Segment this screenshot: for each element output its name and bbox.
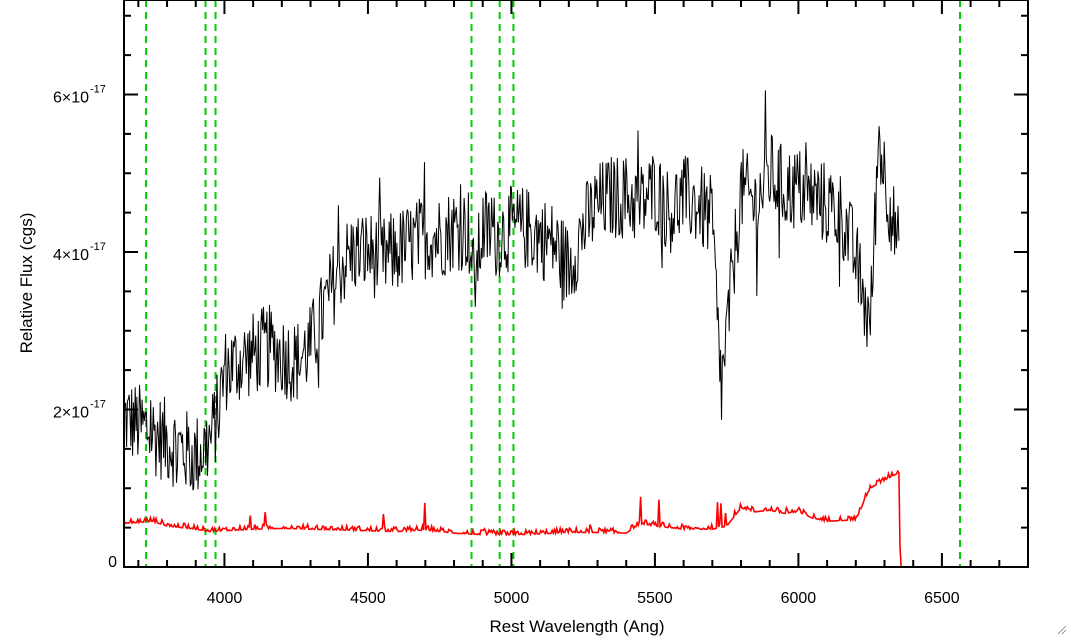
x-tick-label: 4000 [207,590,243,607]
x-tick-label: 5000 [494,590,530,607]
y-tick-exponent: -17 [90,241,106,253]
spectrum-series [124,90,1028,567]
y-tick-mantissa: 2×10 [53,405,89,422]
y-tick-label: 2×10 -17 [53,399,106,422]
x-tick-label: 5500 [637,590,673,607]
plot-frame [123,0,1029,568]
emission-line-markers [145,0,961,567]
resize-grip-icon[interactable] [1055,623,1067,635]
y-axis-title: Relative Flux (cgs) [17,213,36,354]
flux-spectrum-line [124,90,900,491]
x-axis-title: Rest Wavelength (Ang) [489,617,664,636]
x-tick-label: 6500 [924,590,960,607]
y-tick-label: 4×10 -17 [53,241,106,264]
y-tick-label: 0 [108,554,117,571]
plot-border [123,0,1029,568]
y-tick-label: 6×10 -17 [53,84,106,107]
y-tick-exponent: -17 [90,84,106,96]
x-axis-ticks: 4000 4500 5000 5500 6000 6500 [137,0,1029,607]
y-tick-exponent: -17 [90,399,106,411]
y-tick-mantissa: 4×10 [53,247,89,264]
x-tick-label: 4500 [350,590,386,607]
y-tick-mantissa: 0 [108,554,117,571]
x-tick-label: 6000 [781,590,817,607]
error-spectrum-line [124,469,1028,567]
y-axis-ticks: 02×10 -174×10 -176×10 -17 [53,14,1028,571]
y-tick-mantissa: 6×10 [53,90,89,107]
